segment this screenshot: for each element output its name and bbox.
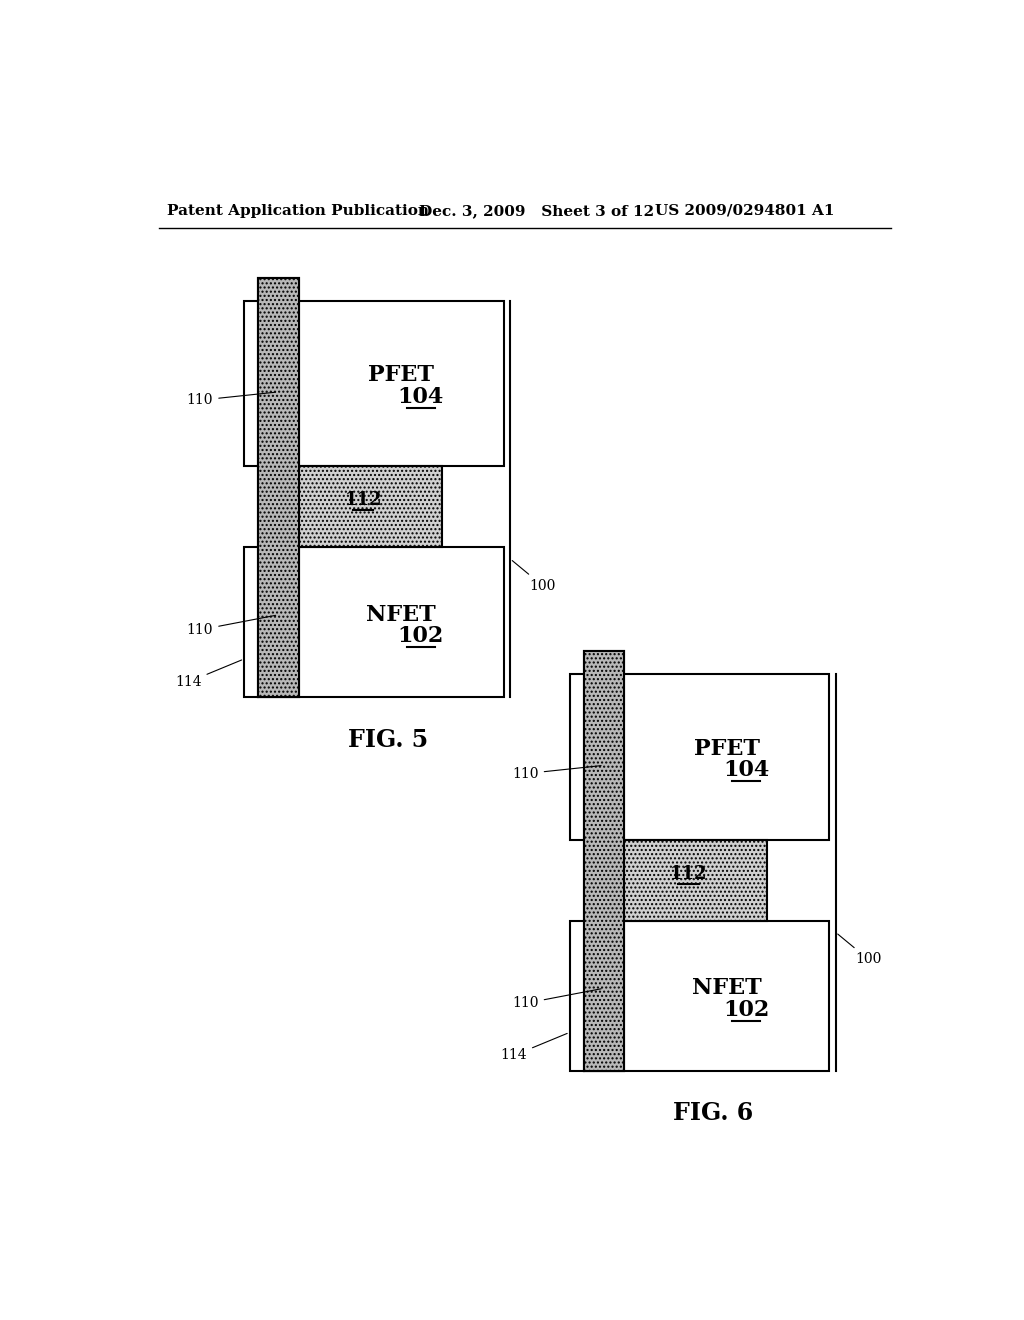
Bar xyxy=(258,548,504,697)
Bar xyxy=(299,466,442,548)
Bar xyxy=(584,651,624,1071)
Bar xyxy=(245,301,258,466)
Bar xyxy=(584,921,829,1071)
Bar xyxy=(584,651,624,1071)
Text: 112: 112 xyxy=(670,865,708,883)
Text: Dec. 3, 2009   Sheet 3 of 12: Dec. 3, 2009 Sheet 3 of 12 xyxy=(419,203,653,218)
Bar xyxy=(624,840,767,921)
Text: 114: 114 xyxy=(175,660,242,689)
Text: PFET: PFET xyxy=(693,738,760,760)
Text: 112: 112 xyxy=(344,491,382,510)
Text: 102: 102 xyxy=(397,626,443,647)
Text: 110: 110 xyxy=(512,989,601,1010)
Text: NFET: NFET xyxy=(367,603,436,626)
Text: NFET: NFET xyxy=(692,977,762,999)
Bar xyxy=(258,277,299,697)
Text: 110: 110 xyxy=(186,392,275,407)
Bar xyxy=(584,675,829,840)
Bar xyxy=(258,277,299,697)
Text: 100: 100 xyxy=(838,935,882,966)
Text: Patent Application Publication: Patent Application Publication xyxy=(167,203,429,218)
Bar xyxy=(258,301,504,466)
Bar xyxy=(569,921,584,1071)
Text: FIG. 5: FIG. 5 xyxy=(347,727,428,752)
Text: FIG. 6: FIG. 6 xyxy=(673,1101,754,1125)
Bar xyxy=(245,548,258,697)
Text: 102: 102 xyxy=(723,999,769,1020)
Text: 100: 100 xyxy=(512,561,556,593)
Text: 114: 114 xyxy=(501,1034,567,1063)
Text: 110: 110 xyxy=(186,615,275,636)
Bar xyxy=(569,675,584,840)
Text: 104: 104 xyxy=(397,385,443,408)
Text: PFET: PFET xyxy=(369,364,434,387)
Text: US 2009/0294801 A1: US 2009/0294801 A1 xyxy=(655,203,835,218)
Text: 104: 104 xyxy=(723,759,769,781)
Text: 110: 110 xyxy=(512,766,601,780)
